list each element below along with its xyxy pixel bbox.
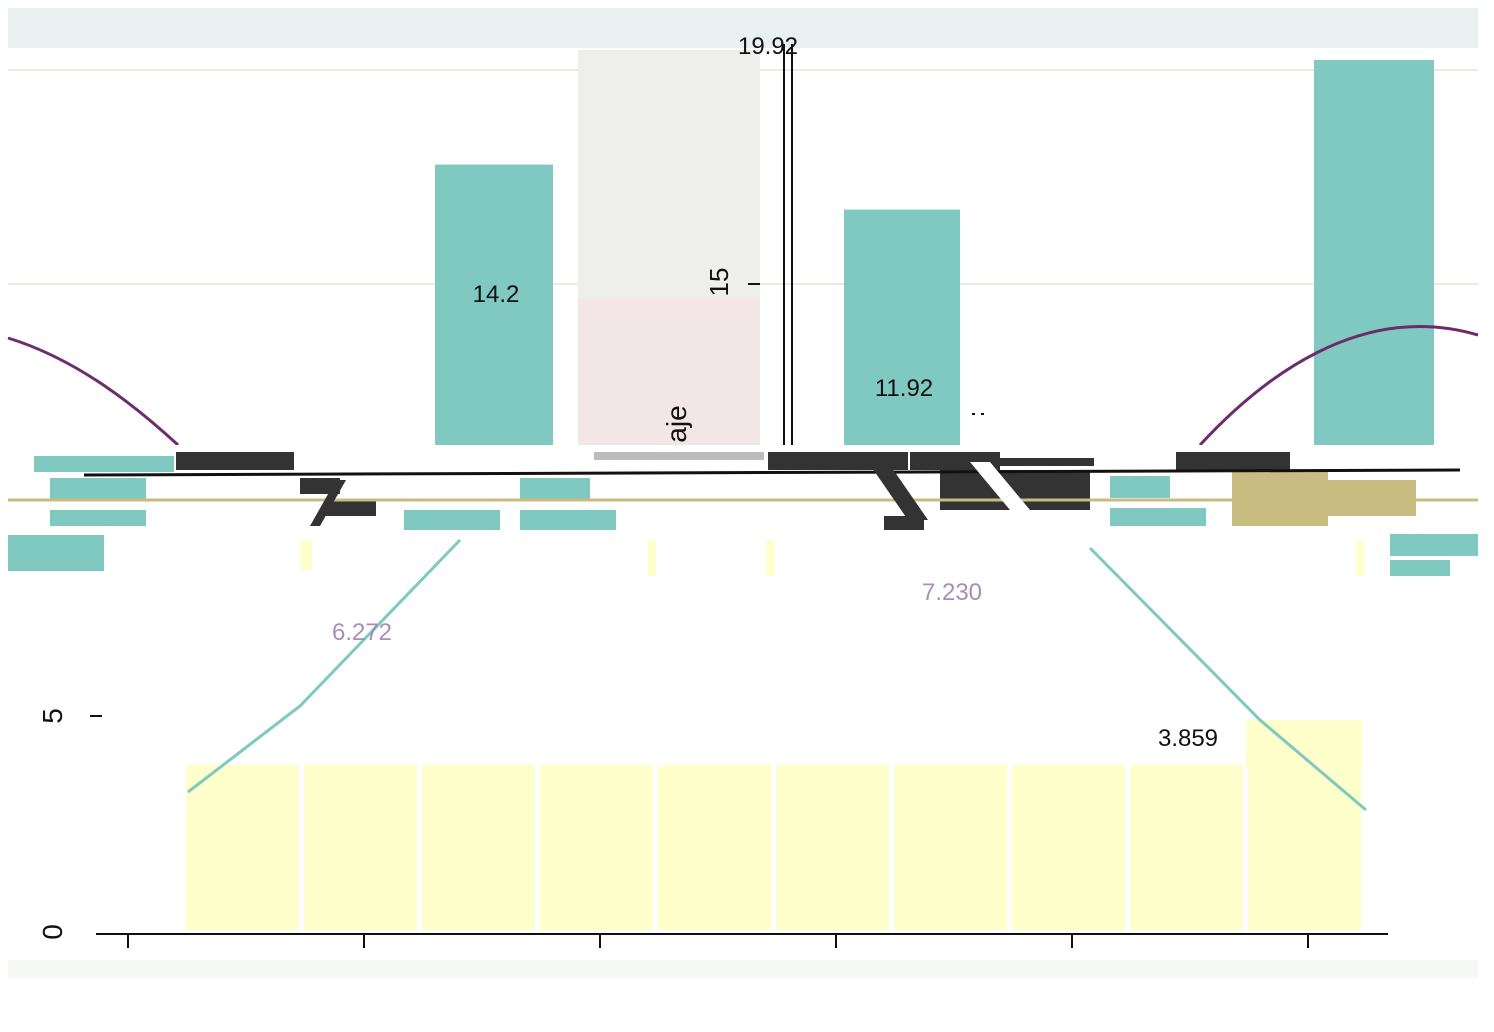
glitch-rect-5: [8, 535, 104, 571]
glitch-diag-a: [868, 462, 928, 520]
glitch-rect-9: [520, 478, 590, 500]
upper-bar-6: [844, 209, 960, 445]
upper-bar-10: [1314, 59, 1434, 445]
lower-axis: [90, 715, 1388, 948]
upper-curves: [7, 325, 1479, 447]
glitch-rect-1: [34, 456, 174, 472]
y-tick-label-0: 0: [37, 924, 68, 940]
glitch-rect-11: [594, 452, 764, 460]
lower-line: [187, 538, 1367, 812]
glitch-rect-8: [404, 510, 500, 530]
glitch-rect-2: [176, 452, 294, 470]
upper-background-bars: [578, 50, 760, 450]
lower-bars: [186, 720, 1362, 930]
glitch-rect-26: [766, 540, 774, 576]
glitch-rect-4: [50, 510, 146, 526]
glitch-rect-6: [300, 478, 340, 494]
lower-bar-1: [304, 764, 417, 930]
bar-label-c: 3.859: [1158, 725, 1218, 752]
glitch-rect-21: [1390, 534, 1478, 556]
lower-bar-2: [422, 764, 535, 930]
glitch-rect-27: [1356, 540, 1364, 576]
bottom-strip-band: [8, 960, 1478, 978]
upper-bg-bar-bottom: [578, 298, 760, 450]
lower-bar-0: [186, 764, 299, 930]
y-axis-label-fragment: aje: [661, 405, 692, 442]
glitch-rect-24: [300, 540, 312, 570]
glitch-diag-c: [310, 480, 346, 526]
glitch-rect-10: [520, 510, 616, 530]
glitch-rect-17: [1110, 508, 1206, 526]
glitch-black-line: [83, 468, 1461, 477]
line-label-a: 6.272: [332, 619, 392, 646]
lower-bar-6: [894, 764, 1007, 930]
lower-bar-5: [776, 764, 889, 930]
data-label-bar-a: 14.2: [473, 281, 520, 308]
lower-bar-9: [1248, 764, 1361, 930]
glitch-diag-b: [970, 462, 1030, 510]
lower-bar-7: [1012, 764, 1125, 930]
lower-bar-3: [540, 764, 653, 930]
lower-bar-8: [1130, 764, 1243, 930]
upper-curve-left: [7, 336, 180, 447]
upper-curve-right: [1198, 325, 1479, 447]
y-tick-label-15: 15: [704, 268, 734, 297]
upper-bg-bar-top: [578, 50, 760, 300]
lower-bar-4: [658, 764, 771, 930]
glitch-rect-20: [1326, 480, 1416, 516]
lower-line-right: [1088, 546, 1367, 812]
bottom-strip: [8, 960, 1478, 978]
glitch-band: [8, 445, 1478, 576]
glitch-rect-16: [1110, 476, 1170, 498]
lower-line-left: [187, 538, 462, 794]
glitch-rect-25: [648, 540, 656, 576]
glitch-rect-18: [1176, 452, 1290, 470]
data-label-bar-b: 19.92: [738, 33, 798, 60]
glitch-rect-7: [326, 500, 376, 516]
data-label-bar-c: 11.92: [875, 375, 933, 402]
glitch-rect-3: [50, 478, 146, 500]
upper-axis: [748, 44, 990, 446]
glitch-rect-19: [1232, 470, 1328, 526]
lower-bar-extra: [1246, 720, 1362, 768]
upper-panel-header-strip: [8, 8, 1478, 48]
glitch-rect-14: [1000, 458, 1094, 466]
y-tick-label-5: 5: [37, 708, 68, 724]
line-label-b: 7.230: [922, 579, 982, 606]
upper-bars: [435, 59, 1434, 446]
glitch-rect-22: [1390, 560, 1450, 576]
upper-bar-3: [435, 164, 553, 446]
